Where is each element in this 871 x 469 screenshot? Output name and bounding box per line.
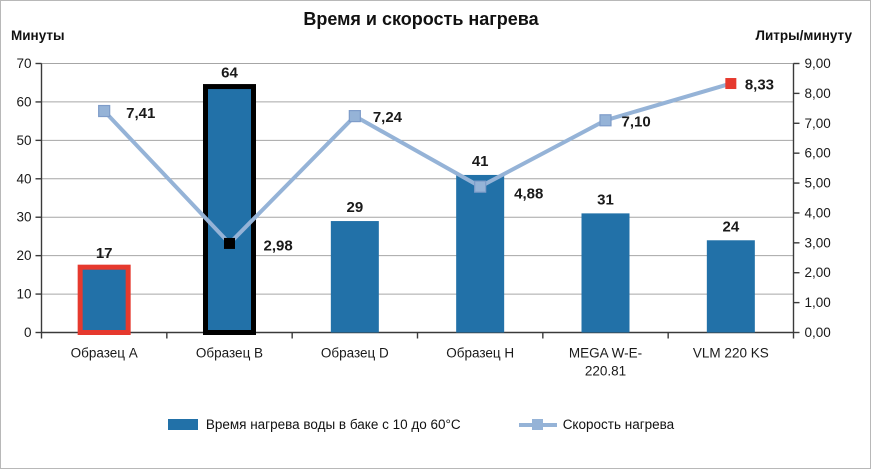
right-tick-label: 3,00	[805, 235, 831, 250]
bar	[581, 213, 630, 333]
category-label: VLM 220 KS	[693, 346, 769, 361]
line-marker	[474, 180, 487, 193]
bar-series-swatch	[167, 419, 198, 430]
bar	[706, 240, 755, 333]
left-tick-label: 10	[16, 287, 31, 302]
line-marker	[599, 114, 612, 127]
category-label: Образец H	[446, 346, 514, 361]
bar	[330, 221, 379, 333]
line-value-label: 8,33	[745, 77, 774, 94]
bar-value-label: 41	[472, 153, 489, 170]
line-value-label: 4,88	[514, 186, 543, 203]
category-label: MEGA W-E-220.81	[569, 346, 642, 379]
bar	[456, 174, 505, 333]
left-tick-label: 0	[24, 325, 32, 340]
legend-label-line: Скорость нагрева	[562, 417, 675, 432]
bar-value-label: 31	[597, 191, 614, 208]
legend: Время нагрева воды в баке с 10 до 60°C С…	[41, 417, 801, 432]
right-tick-label: 1,00	[805, 295, 831, 310]
left-tick-label: 20	[16, 248, 31, 263]
line-value-label: 7,10	[622, 113, 651, 130]
line-marker-swatch	[531, 418, 543, 430]
bar-value-label: 29	[346, 199, 363, 216]
category-label: Образец A	[71, 346, 138, 361]
bar-value-label: 17	[96, 245, 113, 262]
line-value-label: 2,98	[264, 237, 293, 254]
bar-value-label: 24	[722, 218, 739, 235]
line-value-label: 7,24	[373, 109, 403, 126]
legend-label-bars: Время нагрева воды в баке с 10 до 60°C	[205, 417, 461, 432]
line-marker	[348, 110, 361, 123]
left-axis-title: Минуты	[11, 28, 65, 43]
chart-title: Время и скорость нагрева	[303, 9, 539, 29]
right-tick-label: 6,00	[805, 146, 831, 161]
right-tick-label: 4,00	[805, 205, 831, 220]
left-tick-label: 30	[16, 210, 31, 225]
right-tick-label: 0,00	[805, 325, 831, 340]
bar	[203, 84, 256, 335]
legend-item-line: Скорость нагрева	[518, 417, 675, 432]
heat-rate-line	[102, 81, 732, 246]
line-value-label: 7,41	[126, 105, 155, 122]
line-series-swatch	[518, 418, 557, 430]
line-marker	[98, 104, 111, 118]
right-tick-label: 5,00	[805, 176, 831, 191]
line-marker	[224, 237, 235, 249]
right-tick-label: 9,00	[805, 56, 831, 71]
bar-value-label: 64	[221, 65, 238, 82]
right-tick-label: 2,00	[805, 265, 831, 280]
bar	[77, 264, 131, 335]
category-label: Образец D	[321, 346, 389, 361]
category-label: Образец B	[196, 346, 263, 361]
left-tick-label: 50	[16, 133, 31, 148]
legend-item-bars: Время нагрева воды в баке с 10 до 60°C	[167, 417, 461, 432]
line-marker	[725, 78, 737, 90]
right-tick-label: 7,00	[805, 116, 831, 131]
left-tick-label: 70	[16, 56, 31, 71]
left-tick-label: 40	[16, 171, 31, 186]
right-tick-label: 8,00	[805, 86, 831, 101]
left-tick-label: 60	[16, 94, 31, 109]
right-axis-title: Литры/минуту	[755, 28, 852, 43]
